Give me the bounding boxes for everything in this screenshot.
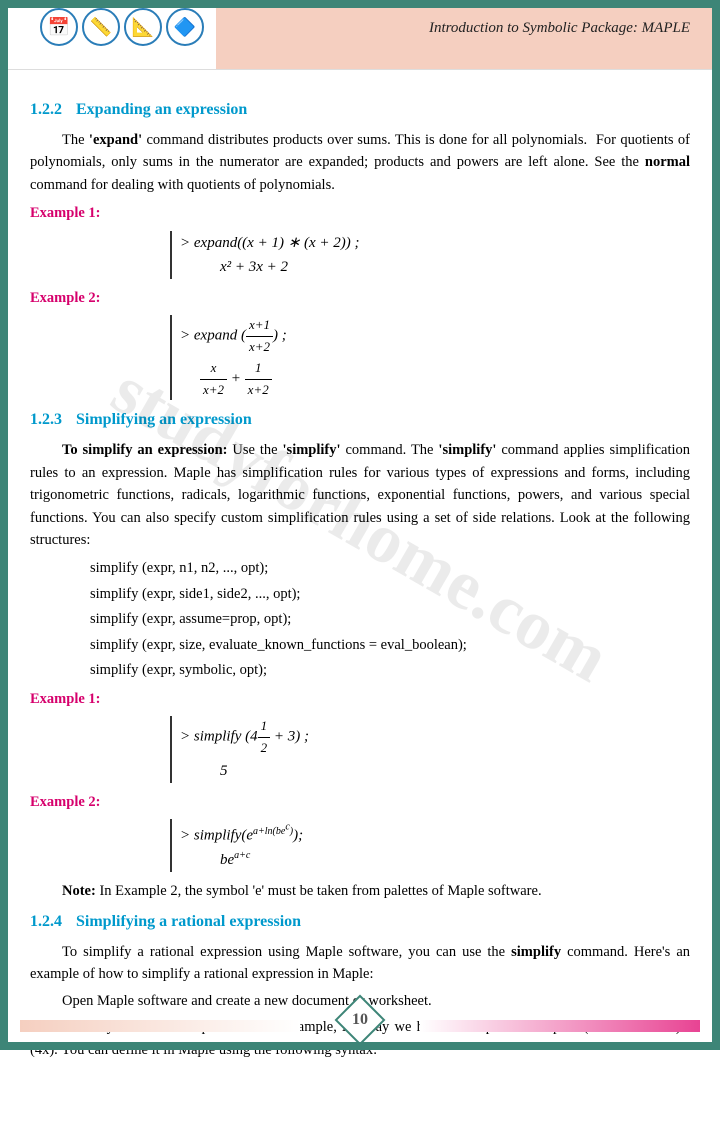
para-122: The 'expand' command distributes product…: [30, 129, 690, 196]
para-124-1: To simplify a rational expression using …: [30, 941, 690, 986]
page-number-badge: 10: [335, 995, 386, 1046]
section-num: 1.2.4: [30, 913, 62, 930]
page-number: 10: [352, 1011, 368, 1029]
header-icons: 📅 📏 📐 🔷: [40, 8, 204, 46]
example-label: Example 1:: [30, 202, 690, 224]
page-footer: 10: [0, 1000, 720, 1040]
chapter-title: Introduction to Symbolic Package: MAPLE: [429, 20, 690, 37]
math-block-ex1: > expand((x + 1) ∗ (x + 2)) ; x² + 3x + …: [170, 231, 690, 279]
math-output: bea+c: [220, 848, 690, 872]
math-input: > expand (x+1x+2) ;: [180, 315, 690, 358]
math-output: 5: [220, 759, 690, 783]
math-block-123-ex2: > simplify(ea+ln(bec)); bea+c: [170, 819, 690, 871]
note-123: Note: In Example 2, the symbol 'e' must …: [30, 880, 690, 902]
page-content: 1.2.2 Expanding an expression The 'expan…: [0, 70, 720, 1125]
math-output: x² + 3x + 2: [220, 255, 690, 279]
code-line: simplify (expr, side1, side2, ..., opt);: [90, 583, 690, 605]
section-heading-124: 1.2.4 Simplifying a rational expression: [30, 910, 690, 935]
page-header: 📅 📏 📐 🔷 Introduction to Symbolic Package…: [0, 0, 720, 70]
section-title: Expanding an expression: [76, 101, 247, 118]
math-input: > simplify(ea+ln(bec));: [180, 819, 690, 847]
section-num: 1.2.3: [30, 411, 62, 428]
example-label: Example 2:: [30, 791, 690, 813]
code-line: simplify (expr, assume=prop, opt);: [90, 608, 690, 630]
compass-icon: 📐: [124, 8, 162, 46]
math-input: > expand((x + 1) ∗ (x + 2)) ;: [180, 231, 690, 255]
section-num: 1.2.2: [30, 101, 62, 118]
math-block-123-ex1: > simplify (412 + 3) ; 5: [170, 716, 690, 783]
math-block-ex2: > expand (x+1x+2) ; xx+2 + 1x+2: [170, 315, 690, 400]
example-label: Example 1:: [30, 688, 690, 710]
code-line: simplify (expr, n1, n2, ..., opt);: [90, 557, 690, 579]
example-label: Example 2:: [30, 287, 690, 309]
simplify-syntax-list: simplify (expr, n1, n2, ..., opt); simpl…: [90, 557, 690, 681]
math-input: > simplify (412 + 3) ;: [180, 716, 690, 759]
para-123: To simplify an expression: Use the 'simp…: [30, 439, 690, 551]
section-title: Simplifying a rational expression: [76, 913, 301, 930]
ruler-icon: 📏: [82, 8, 120, 46]
math-output: xx+2 + 1x+2: [200, 358, 690, 401]
section-heading-122: 1.2.2 Expanding an expression: [30, 98, 690, 123]
code-line: simplify (expr, symbolic, opt);: [90, 659, 690, 681]
calculator-icon: 📅: [40, 8, 78, 46]
section-heading-123: 1.2.3 Simplifying an expression: [30, 408, 690, 433]
code-line: simplify (expr, size, evaluate_known_fun…: [90, 634, 690, 656]
protractor-icon: 🔷: [166, 8, 204, 46]
section-title: Simplifying an expression: [76, 411, 252, 428]
